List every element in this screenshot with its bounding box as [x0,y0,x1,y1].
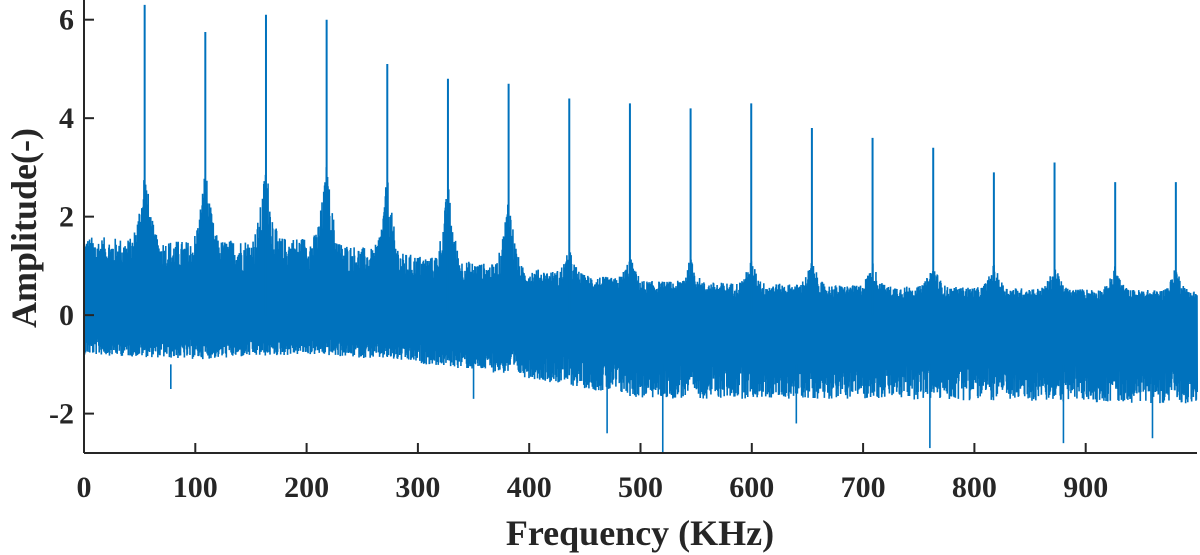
y-tick-label: 0 [59,299,74,332]
x-tick-label: 800 [952,471,997,504]
ticks: 0 100 200 300 400 500 600 700 800 900 -2 0 2 4 6 [49,4,1108,504]
x-tick-label: 300 [395,471,440,504]
y-tick-label: 4 [59,102,74,135]
x-tick-label: 600 [729,471,774,504]
plot-area [83,4,1199,453]
y-tick-label: -2 [49,398,74,431]
x-axis-title: Frequency (KHz) [506,513,774,553]
x-tick-label: 0 [77,471,92,504]
x-tick-label: 900 [1063,471,1108,504]
x-tick-label: 200 [284,471,329,504]
y-axis-title: Amplitude(-) [4,128,44,328]
x-tick-label: 700 [841,471,886,504]
x-tick-label: 400 [507,471,552,504]
y-tick-label: 6 [59,4,74,37]
spectrum-noise-trace [83,167,1199,404]
x-tick-label: 100 [173,471,218,504]
y-tick-label: 2 [59,201,74,234]
x-tick-label: 500 [618,471,663,504]
